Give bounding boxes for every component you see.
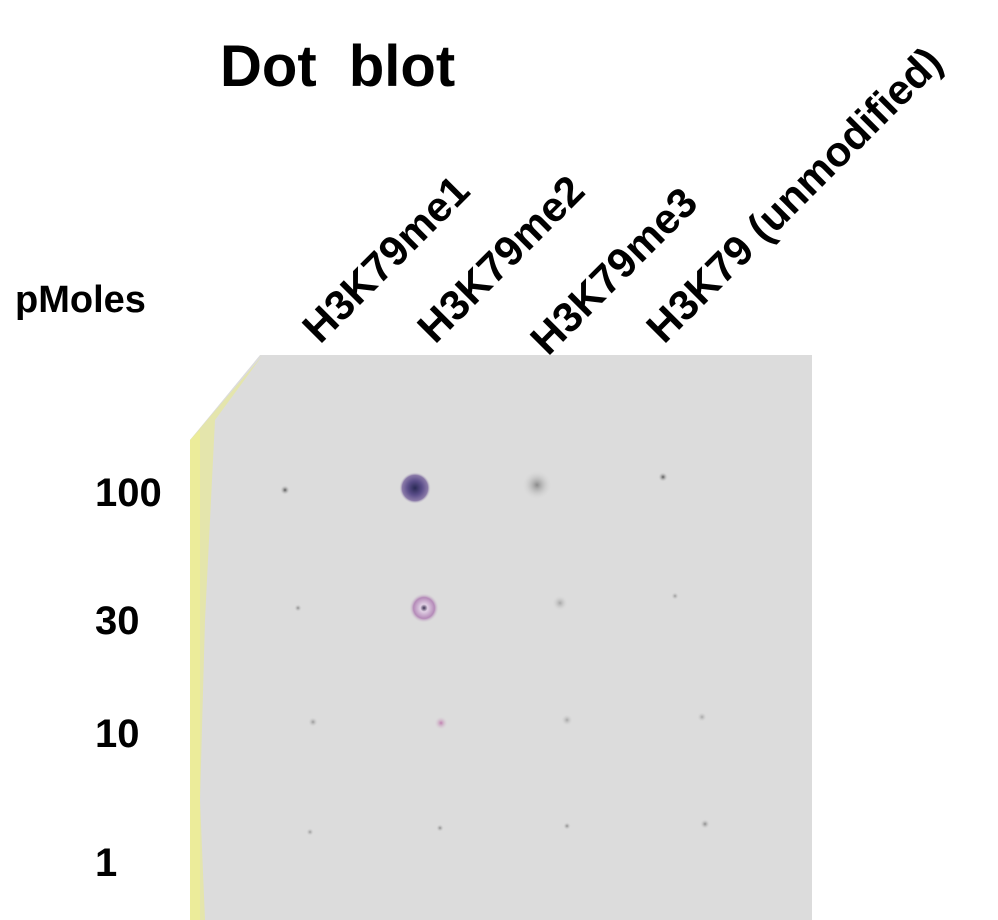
dot xyxy=(563,822,571,830)
dot xyxy=(700,819,710,829)
row-label: 30 xyxy=(95,599,140,643)
dot xyxy=(552,595,568,611)
dot xyxy=(697,712,707,722)
membrane-edge xyxy=(190,430,200,920)
dot xyxy=(399,472,431,504)
dot xyxy=(658,472,668,482)
row-label: 1 xyxy=(95,841,117,885)
dot xyxy=(308,717,318,727)
figure: Dot blot pMoles H3K79me1H3K79me2H3K79me3… xyxy=(0,0,998,920)
row-label: 100 xyxy=(95,471,162,515)
title: Dot blot xyxy=(220,34,455,99)
dot xyxy=(409,593,439,623)
dot xyxy=(294,604,302,612)
dot xyxy=(671,592,679,600)
dot xyxy=(280,485,290,495)
dot xyxy=(306,828,314,836)
dot xyxy=(522,470,552,500)
membrane xyxy=(190,355,812,920)
row-header: pMoles xyxy=(15,279,146,321)
row-label: 10 xyxy=(95,712,140,756)
dot xyxy=(436,824,444,832)
row-labels: 100 30 10 1 xyxy=(95,471,162,885)
dot xyxy=(561,714,573,726)
dot xyxy=(434,716,448,730)
